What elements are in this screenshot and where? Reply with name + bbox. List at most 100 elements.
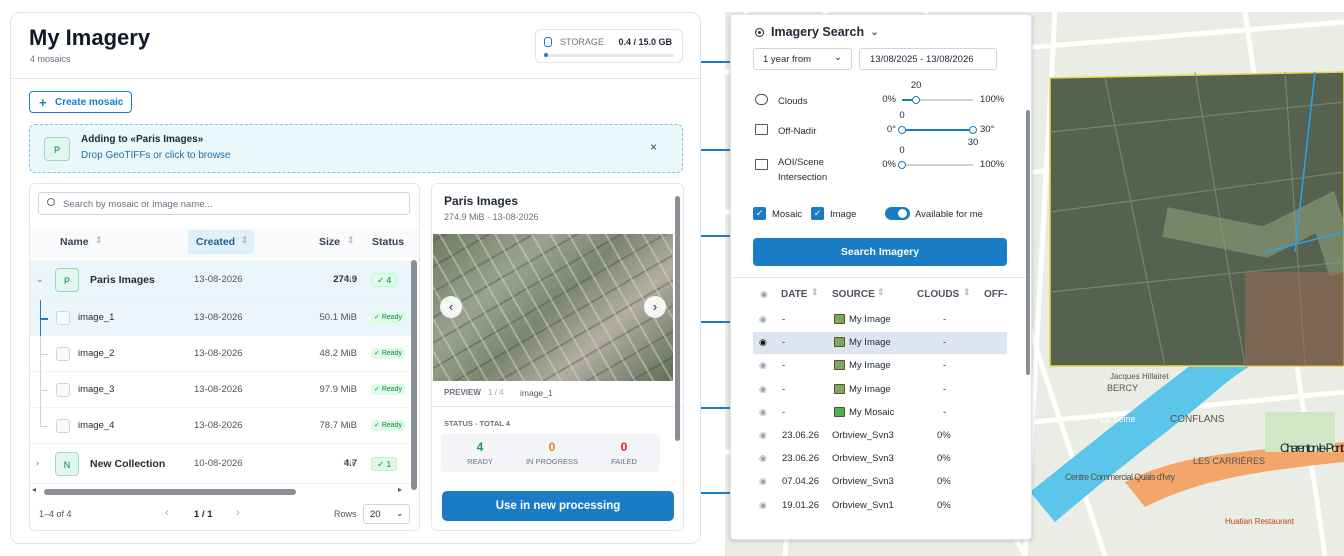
prev-image-button[interactable]: ‹	[440, 296, 462, 318]
preview-meta: 274.9 MiB · 13-08-2026	[444, 212, 539, 222]
period-select[interactable]: 1 year from ⌄	[753, 48, 852, 70]
filter-label: Clouds	[778, 96, 808, 107]
eye-icon[interactable]: ◉	[759, 360, 767, 371]
v-scrollbar	[411, 260, 417, 490]
v-scrollbar	[675, 196, 680, 441]
rows-chevron: ⌄	[396, 508, 404, 518]
created: 10-08-2026	[194, 458, 243, 469]
status-text: Ready	[381, 386, 403, 393]
result-source: Orbview_Svn3	[832, 453, 894, 465]
search-button[interactable]: Search Imagery	[753, 238, 1007, 266]
image-row[interactable]	[30, 336, 411, 372]
checkbox[interactable]: ✓	[811, 207, 824, 220]
size-unit: MiB	[344, 460, 357, 467]
mosaic-table: Search by mosaic or image name... Name ⇕ Cr…	[29, 183, 420, 531]
date-range[interactable]: 13/08/2025 - 13/08/2026	[859, 48, 997, 70]
folder-icon: P	[44, 137, 70, 161]
eye-icon[interactable]: ◉	[759, 406, 767, 417]
storage-label: STORAGE	[560, 37, 604, 47]
status-badge: ✓ 4	[371, 273, 398, 287]
sort-icon: ⇕	[877, 287, 885, 297]
map-label: LES CARRIÈRES	[1193, 456, 1265, 466]
image-name: image_1	[78, 312, 115, 323]
image-icon	[56, 347, 70, 361]
use-button[interactable]: Use in new processing	[442, 491, 674, 521]
stat-value: 0	[548, 440, 556, 454]
result-source: Orbview_Svn3	[832, 476, 894, 488]
search-placeholder: Search by mosaic or image name...	[63, 199, 213, 210]
expand-icon: ›	[36, 458, 39, 468]
image-row[interactable]	[30, 300, 411, 336]
drop-hint: Drop GeoTIFFs or click to browse	[81, 150, 231, 161]
source-icon	[834, 360, 845, 371]
slider-thumb[interactable]	[969, 126, 977, 134]
prev-page[interactable]: ‹	[165, 507, 169, 519]
checkbox[interactable]: ✓	[753, 207, 766, 220]
result-source: Orbview_Svn3	[832, 430, 894, 441]
eye-icon[interactable]: ◉	[759, 499, 767, 510]
road-major	[1125, 442, 1344, 507]
scroll-right: ▸	[398, 485, 403, 494]
filter-max: 30°	[980, 124, 995, 135]
create-button[interactable]: + Create mosaic	[29, 91, 132, 113]
map-label: CONFLANS	[1170, 414, 1225, 425]
period-value: 1 year from	[763, 54, 812, 65]
filter-max: 100%	[980, 94, 1005, 105]
column-header[interactable]: Size	[319, 236, 341, 248]
close-icon[interactable]: ×	[650, 140, 658, 154]
stat-label: IN PROGRESS	[525, 457, 579, 466]
slider-thumb[interactable]	[898, 161, 906, 169]
tree-branch	[40, 426, 48, 427]
scroll-left: ◂	[32, 485, 37, 494]
expand-icon: ⌄	[36, 274, 44, 284]
image-row[interactable]	[30, 372, 411, 408]
map-label: BERCY	[1107, 383, 1138, 393]
eye-icon[interactable]: ◉	[759, 430, 767, 440]
search-input[interactable]: Search by mosaic or image name...	[38, 192, 410, 215]
slider-range	[902, 99, 917, 101]
mosaic-icon: P	[55, 268, 79, 292]
created: 13-08-2026	[194, 274, 243, 285]
search-icon	[47, 198, 55, 206]
column-header[interactable]: DATE	[781, 289, 808, 300]
eye-icon[interactable]: ◉	[759, 337, 767, 348]
column-header[interactable]: CLOUDS	[917, 289, 960, 300]
slider-thumb[interactable]	[912, 96, 921, 104]
source-icon	[834, 406, 845, 417]
stat-value: 4	[476, 440, 484, 454]
result-clouds: 0%	[937, 430, 951, 441]
storage-box: STORAGE 0.4 / 15.0 GB	[535, 29, 683, 63]
next-page[interactable]: ›	[236, 507, 240, 519]
status-text: Ready	[381, 350, 403, 357]
stat-value: 0	[620, 440, 628, 454]
rows-value: 20	[370, 509, 381, 520]
next-image-button[interactable]: ›	[644, 296, 666, 318]
mosaic-row[interactable]	[30, 260, 411, 300]
toggle-label: Available for me	[915, 209, 983, 220]
eye-icon[interactable]: ◉	[759, 383, 767, 394]
filter-min: 0°	[886, 124, 896, 135]
slider-thumb[interactable]	[898, 126, 906, 134]
status-text: Ready	[381, 422, 403, 429]
result-clouds: 0%	[937, 499, 951, 511]
status-badge: ✓ Ready	[371, 348, 406, 359]
column-header[interactable]: Status	[372, 236, 405, 248]
preview-title: Paris Images	[444, 194, 519, 208]
eye-icon[interactable]: ◉	[759, 476, 767, 487]
plus-icon: +	[39, 95, 47, 110]
eye-icon[interactable]: ◉	[759, 453, 767, 464]
eye-icon[interactable]: ◉	[759, 314, 767, 324]
result-date: 23.06.26	[782, 453, 819, 465]
column-header[interactable]: OFF-	[984, 289, 1008, 300]
column-header[interactable]: Created	[196, 236, 236, 248]
mosaic-row[interactable]	[30, 444, 411, 484]
image-row[interactable]	[30, 408, 411, 444]
drop-zone[interactable]: P Adding to «Paris Images» Drop GeoTIFFs o…	[29, 124, 683, 173]
map-label: La Seine	[1100, 414, 1136, 424]
preview-label: PREVIEW	[444, 388, 481, 397]
column-header[interactable]: SOURCE	[832, 289, 875, 300]
sort-icon: ⇕	[811, 287, 819, 297]
column-header[interactable]: Name	[60, 236, 89, 248]
rows-select[interactable]: 20 ⌄	[363, 504, 410, 524]
